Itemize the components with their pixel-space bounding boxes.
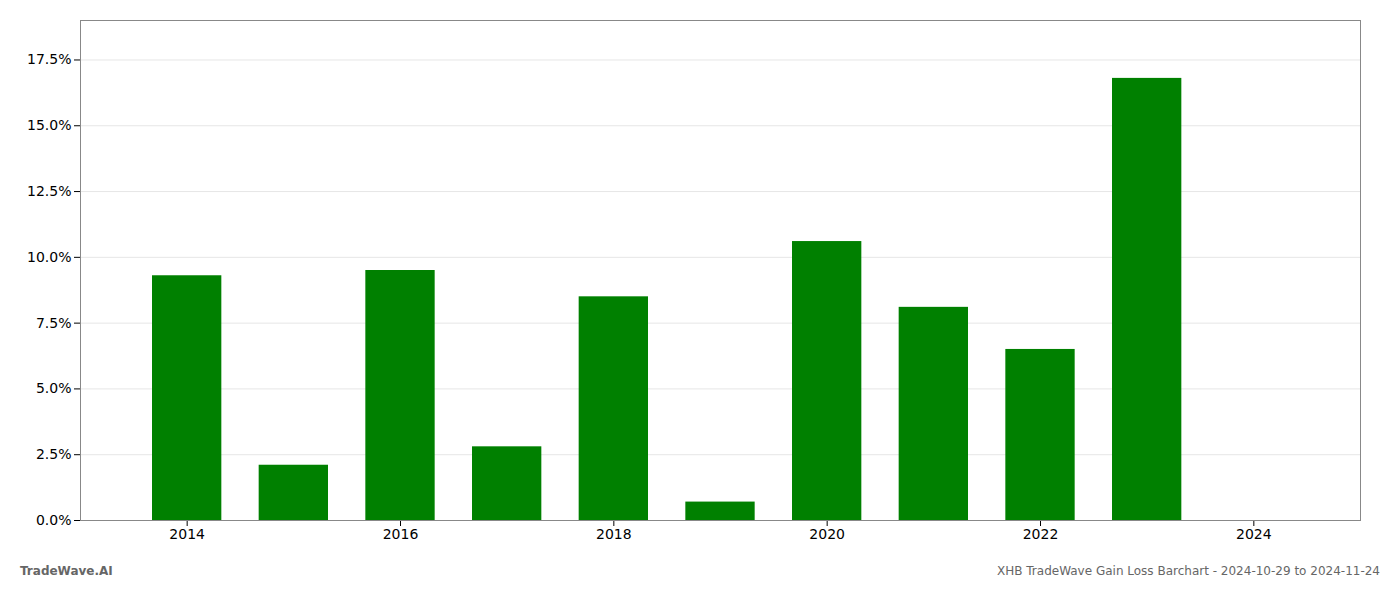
svg-text:2022: 2022	[1023, 526, 1059, 542]
svg-text:15.0%: 15.0%	[27, 117, 71, 133]
svg-text:17.5%: 17.5%	[27, 51, 71, 67]
svg-text:5.0%: 5.0%	[36, 380, 72, 396]
svg-text:2.5%: 2.5%	[36, 446, 72, 462]
svg-text:10.0%: 10.0%	[27, 249, 71, 265]
html-text:TradeWave.AI: TradeWave.AI	[20, 564, 113, 578]
html-text:XHB TradeWave Gain Loss Barcha: XHB TradeWave Gain Loss Barchart - 2024-…	[997, 564, 1380, 578]
svg-text:2016: 2016	[383, 526, 419, 542]
svg-text:2020: 2020	[809, 526, 845, 542]
svg-text:2018: 2018	[596, 526, 632, 542]
svg-text:2024: 2024	[1236, 526, 1272, 542]
svg-text:0.0%: 0.0%	[36, 512, 72, 528]
svg-text:12.5%: 12.5%	[27, 183, 71, 199]
svg-text:2014: 2014	[169, 526, 205, 542]
svg-text:7.5%: 7.5%	[36, 315, 72, 331]
